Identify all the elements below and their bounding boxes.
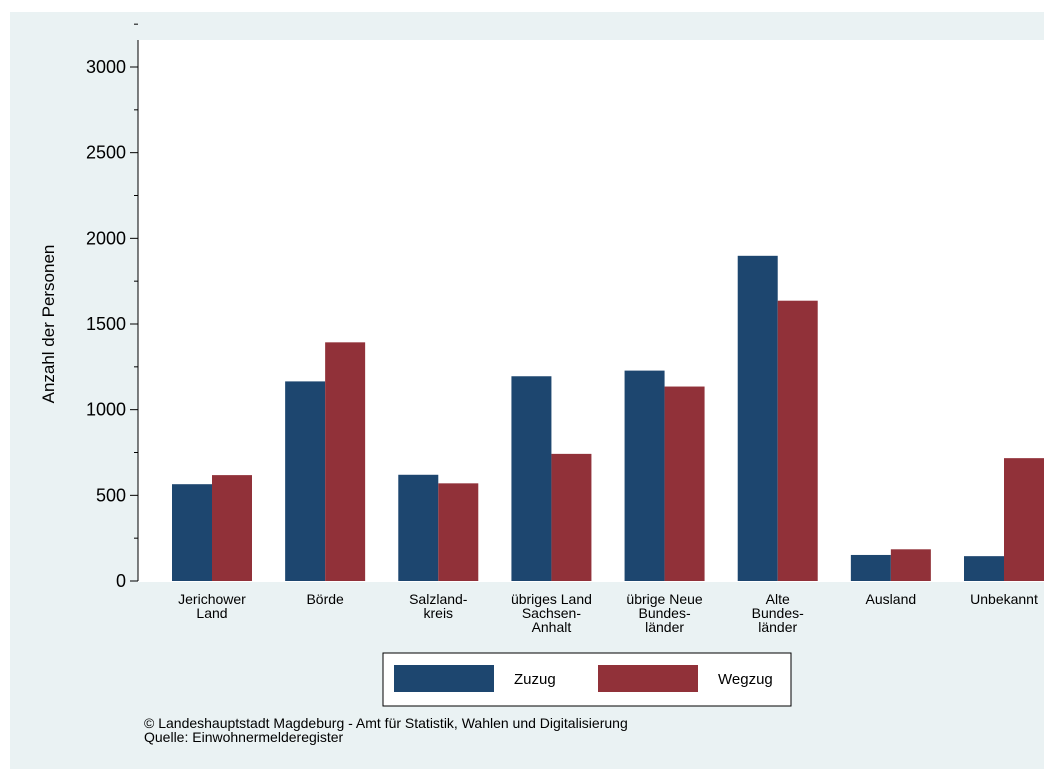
x-category-label-line: kreis — [424, 605, 454, 621]
y-tick-label: 2500 — [86, 143, 126, 163]
x-category-label-line: Bundes- — [638, 605, 690, 621]
bar-zuzug — [737, 255, 778, 581]
copyright-note: © Landeshauptstadt Magdeburg - Amt für S… — [144, 715, 628, 731]
y-axis-title: Anzahl der Personen — [39, 245, 58, 404]
bar-wegzug — [777, 300, 818, 581]
y-tick-label: 0 — [116, 571, 126, 591]
x-category-label-line: Bundes- — [752, 605, 804, 621]
bar-zuzug — [398, 474, 439, 581]
legend-swatch-zuzug — [394, 665, 494, 692]
bar-wegzug — [438, 483, 479, 581]
x-category-label-line: Ausland — [866, 591, 917, 607]
x-category-label-line: Börde — [306, 591, 344, 607]
bar-wegzug — [1004, 458, 1044, 581]
x-category-label-line: Sachsen- — [522, 605, 581, 621]
bar-zuzug — [285, 381, 326, 581]
bar-wegzug — [890, 549, 931, 581]
x-category-label: Salzland-kreis — [409, 591, 468, 621]
bar-wegzug — [325, 342, 366, 581]
bar-zuzug — [511, 376, 552, 581]
bar-zuzug — [850, 554, 891, 581]
legend-label-zuzug: Zuzug — [514, 671, 556, 688]
y-tick-label: 3000 — [86, 57, 126, 77]
source-note: Quelle: Einwohnermelderegister — [144, 729, 344, 745]
bar-chart: 0 500 1000 1500 2000 2500 3000 Jerichower Land B… — [39, 23, 1044, 707]
y-tick-label: 2000 — [86, 228, 126, 248]
x-category-label-line: Alte — [766, 591, 790, 607]
x-axis-labels: Jerichower Land Börde Salzland-kreis übriges… — [178, 591, 1038, 635]
x-category-label-line: übrige Neue — [626, 591, 702, 607]
bar-zuzug — [624, 370, 665, 581]
y-tick-label: 1000 — [86, 400, 126, 420]
x-category-label-line: länder — [758, 619, 797, 635]
y-tick-label: 1500 — [86, 314, 126, 334]
bars — [172, 255, 1044, 581]
x-category-label: Alte Bundes-länder — [752, 591, 804, 635]
x-category-label-line: Salzland- — [409, 591, 468, 607]
legend-swatch-wegzug — [598, 665, 698, 692]
bar-wegzug — [664, 386, 705, 581]
x-category-label-line: Anhalt — [532, 619, 572, 635]
x-category-label-line: Unbekannt — [970, 591, 1038, 607]
legend: Zuzug Wegzug — [382, 652, 792, 707]
x-category-label: übriges Land Sachsen-Anhalt — [511, 591, 592, 635]
bar-zuzug — [172, 484, 212, 581]
y-tick-label: 500 — [96, 485, 126, 505]
x-category-label: Jerichower Land — [178, 591, 246, 621]
bar-zuzug — [964, 556, 1004, 581]
x-category-label-line: länder — [645, 619, 684, 635]
bar-wegzug — [212, 475, 252, 581]
chart-figure: 0 500 1000 1500 2000 2500 3000 Jerichower Land B… — [10, 12, 1044, 769]
x-category-label: Unbekannt — [970, 591, 1038, 607]
bar-wegzug — [551, 453, 592, 581]
x-category-label: Börde — [306, 591, 344, 607]
y-axis: 0 500 1000 1500 2000 2500 3000 — [86, 23, 139, 591]
x-category-label: Ausland — [866, 591, 917, 607]
x-category-label: übrige Neue Bundes-länder — [626, 591, 702, 635]
legend-label-wegzug: Wegzug — [718, 671, 773, 688]
x-category-label-line: Jerichower — [178, 591, 246, 607]
x-category-label-line: Land — [196, 605, 227, 621]
x-category-label-line: übriges Land — [511, 591, 592, 607]
